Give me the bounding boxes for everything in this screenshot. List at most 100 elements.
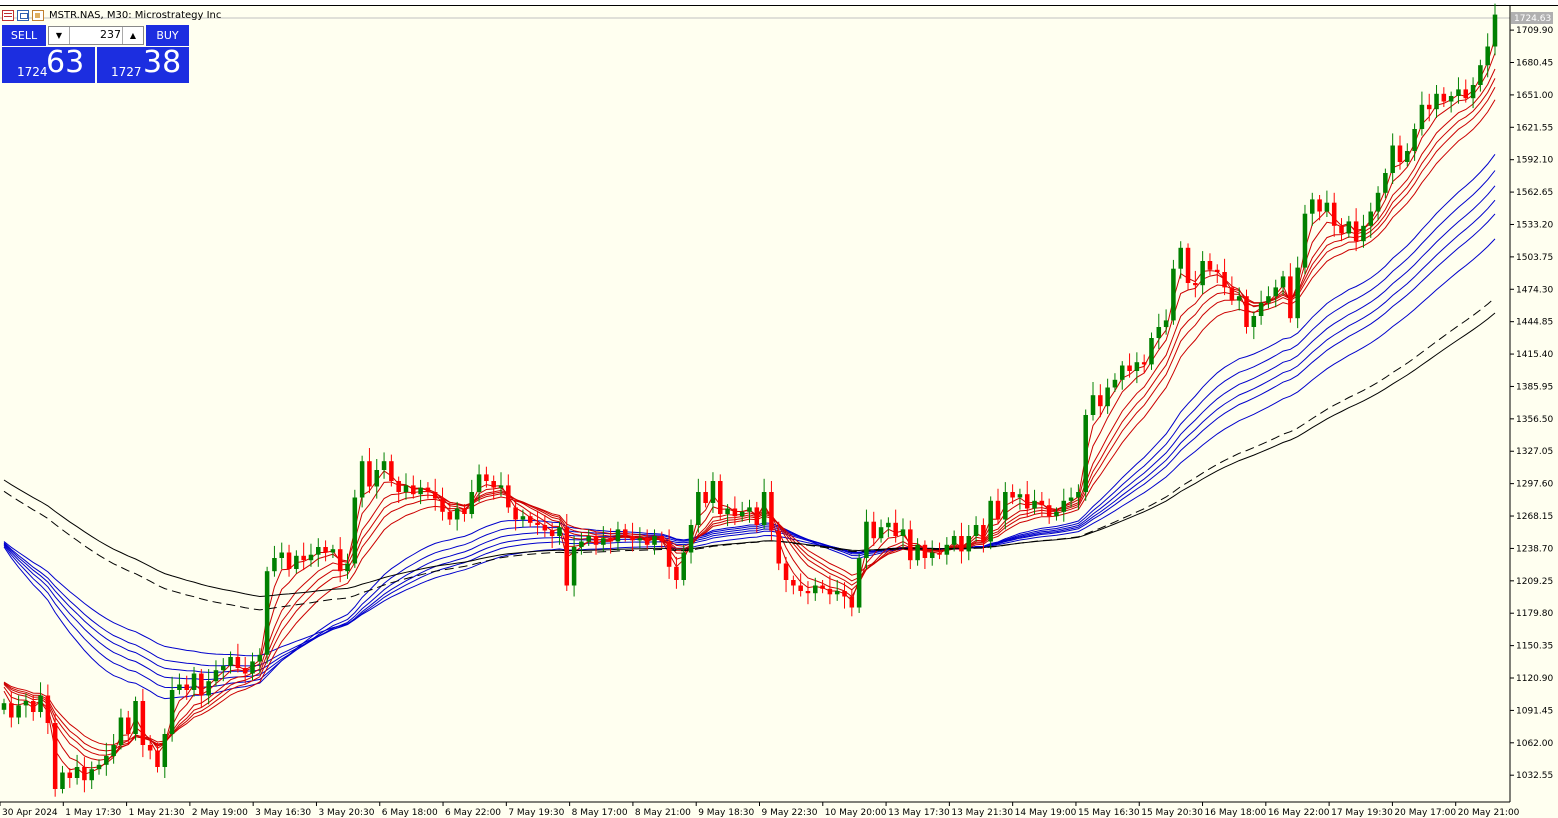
bull-candle <box>1295 267 1300 319</box>
bear-candle <box>199 673 204 696</box>
bear-candle <box>1098 395 1103 407</box>
bear-candle <box>995 500 1001 520</box>
bull-candle <box>1273 287 1279 297</box>
bear-candle <box>411 485 416 495</box>
bull-candle <box>294 555 299 569</box>
lot-increase-icon[interactable]: ▲ <box>122 27 143 44</box>
price-label: 1179.80 <box>1516 609 1553 619</box>
bull-candle <box>206 681 211 696</box>
price-label: 1091.45 <box>1516 706 1553 716</box>
price-label: 1356.50 <box>1516 415 1553 425</box>
bear-candle <box>125 717 131 734</box>
bull-candle <box>1119 365 1125 380</box>
time-label: 16 May 18:00 <box>1205 808 1267 818</box>
bear-candle <box>82 767 87 781</box>
bull-candle <box>1200 261 1205 286</box>
price-label: 1150.35 <box>1516 642 1553 652</box>
bull-candle <box>557 527 562 536</box>
buy-price-button[interactable]: 1727 38 <box>97 45 189 83</box>
bull-candle <box>586 536 591 542</box>
time-label: 17 May 19:30 <box>1331 808 1393 818</box>
bear-candle <box>396 481 401 492</box>
bull-candle <box>1112 379 1118 388</box>
bear-candle <box>1141 362 1147 365</box>
bear-candle <box>67 772 73 778</box>
bull-candle <box>1258 302 1264 316</box>
bear-candle <box>440 498 445 512</box>
bull-candle <box>601 538 606 545</box>
bull-candle <box>739 511 745 517</box>
bull-candle <box>856 558 862 608</box>
bull-candle <box>96 764 102 770</box>
bull-candle <box>1448 96 1454 102</box>
lot-size-input[interactable]: ▼ 237 ▲ <box>48 26 144 45</box>
bull-candle <box>469 492 475 514</box>
short-ema-line <box>3 52 1496 769</box>
bull-candle <box>1163 320 1169 327</box>
buy-price-minor: 38 <box>143 45 182 80</box>
sell-price-major: 1724 <box>17 65 48 79</box>
lot-decrease-icon[interactable]: ▼ <box>49 27 70 44</box>
bear-candle <box>769 492 774 531</box>
candles <box>1 3 1498 797</box>
sell-price-button[interactable]: 1724 63 <box>2 45 95 83</box>
window-top-border <box>0 0 1558 6</box>
bear-candle <box>147 745 153 751</box>
bull-candle <box>213 670 219 682</box>
sell-price-minor: 63 <box>46 45 85 80</box>
bear-candle <box>630 536 635 541</box>
time-label: 14 May 19:00 <box>1015 808 1077 818</box>
time-label: 3 May 20:30 <box>318 808 374 818</box>
buy-button[interactable]: BUY <box>146 25 189 46</box>
bear-candle <box>791 580 796 586</box>
bear-candle <box>140 701 146 745</box>
bull-candle <box>111 745 116 756</box>
chart-icon[interactable] <box>32 9 44 21</box>
bull-candle <box>520 516 526 520</box>
price-label: 1327.05 <box>1516 447 1553 457</box>
bear-candle <box>1317 199 1322 212</box>
short-ema-line <box>3 68 1496 761</box>
bear-candle <box>1288 276 1293 319</box>
bear-candle <box>30 701 36 712</box>
bull-candle <box>1076 492 1081 498</box>
bull-candle <box>60 772 65 789</box>
bull-candle <box>725 508 730 514</box>
bull-candle <box>571 547 577 586</box>
price-label: 1120.90 <box>1516 674 1553 684</box>
time-label: 6 May 18:00 <box>382 808 438 818</box>
bull-candle <box>973 525 979 536</box>
time-label: 8 May 21:00 <box>635 808 691 818</box>
bull-candle <box>104 756 109 765</box>
bear-candle <box>389 461 394 481</box>
list-icon[interactable] <box>2 9 14 21</box>
lot-size-value[interactable]: 237 <box>100 28 121 41</box>
bull-candle <box>1346 221 1352 234</box>
time-label: 13 May 21:30 <box>951 808 1013 818</box>
bull-candle <box>988 500 993 542</box>
bear-candle <box>1426 104 1432 110</box>
bear-candle <box>367 461 372 487</box>
time-label: 8 May 17:00 <box>572 808 628 818</box>
bear-candle <box>674 566 679 580</box>
sell-button[interactable]: SELL <box>2 25 46 46</box>
price-label: 1621.55 <box>1516 123 1553 133</box>
bear-candle <box>1244 296 1249 327</box>
window-icon[interactable] <box>17 9 29 21</box>
bull-candle <box>381 461 387 470</box>
bull-candle <box>454 508 460 520</box>
bull-candle <box>1324 202 1330 212</box>
bull-candle <box>1302 213 1308 268</box>
time-label: 1 May 21:30 <box>129 808 185 818</box>
bear-candle <box>922 544 928 558</box>
bull-candle <box>1368 211 1374 226</box>
bear-candle <box>9 703 14 718</box>
bear-candle <box>484 474 489 481</box>
short-ema-line <box>3 86 1496 752</box>
bear-candle <box>717 481 723 514</box>
price-label: 1209.25 <box>1516 577 1553 587</box>
bear-candle <box>608 538 613 542</box>
bull-candle <box>330 549 336 553</box>
bull-candle <box>228 657 233 666</box>
